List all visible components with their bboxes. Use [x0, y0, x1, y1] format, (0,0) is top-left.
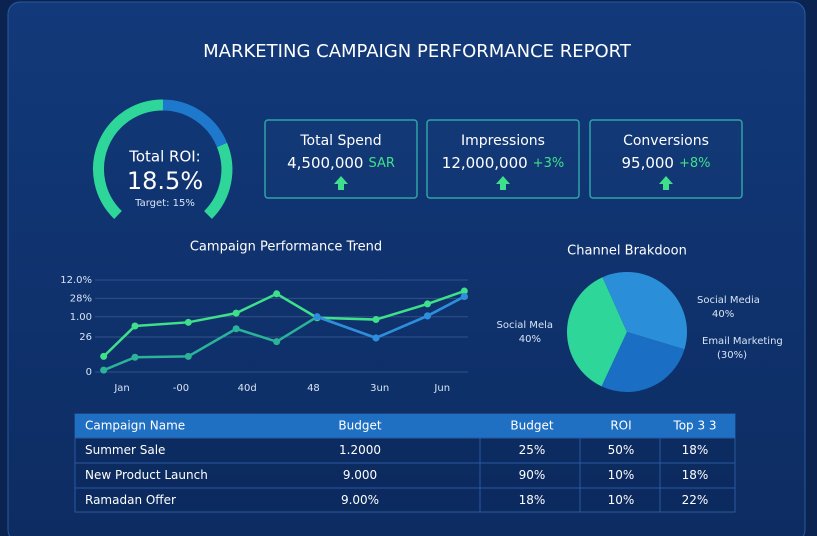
table-header: Budget — [338, 419, 381, 433]
point — [273, 290, 281, 298]
chart-title: Channel Brakdoon — [567, 244, 687, 259]
up-arrow — [496, 176, 510, 190]
kpi-number: 95,000 — [621, 154, 674, 172]
kpi-value: 4,500,000 SAR — [287, 154, 395, 172]
table-cell: 1.2000 — [339, 443, 381, 457]
title: MARKETING CAMPAIGN PERFORMANCE REPORT — [203, 41, 632, 62]
gauge-target: Target: 15% — [134, 198, 195, 209]
table-cell: 50% — [608, 443, 635, 457]
pie-label: Email Marketing — [702, 336, 783, 347]
point — [424, 300, 432, 308]
table-header: Campaign Name — [85, 419, 185, 433]
point — [372, 334, 380, 342]
table-cell: 18% — [682, 443, 709, 457]
up-arrow — [659, 176, 673, 190]
kpi-value: 12,000,000 +3% — [442, 154, 564, 172]
kpi-card — [264, 119, 418, 199]
table-cell: 18% — [682, 468, 709, 482]
kpi-card — [426, 119, 580, 199]
x-tick-label: Jun — [433, 383, 450, 394]
chart-title: Campaign Performance Trend — [190, 240, 382, 255]
kpi-card — [589, 119, 743, 199]
kpi-label: Impressions — [461, 133, 545, 149]
table-cell: 10% — [608, 468, 635, 482]
table-cell: Summer Sale — [85, 443, 165, 457]
point — [184, 352, 192, 360]
gauge-value: 18.5% — [127, 167, 203, 195]
pie-value-label: (30%) — [717, 350, 747, 361]
y-tick-label: 12.0% — [60, 275, 92, 286]
y-tick-label: 1.00 — [70, 312, 92, 323]
x-tick-label: -00 — [173, 383, 189, 394]
pie-label: Social Mela — [496, 320, 553, 331]
point — [372, 316, 380, 324]
pie-value-label: 40% — [712, 309, 734, 320]
pie-slice — [567, 277, 627, 387]
table-header: ROI — [610, 419, 631, 433]
x-tick-label: 40d — [238, 383, 257, 394]
up-arrow — [334, 176, 348, 190]
series-line — [316, 295, 465, 340]
point — [232, 309, 240, 317]
table-cell: Ramadan Offer — [85, 493, 176, 507]
pie-label: Social Media — [697, 295, 760, 306]
point — [460, 293, 468, 301]
kpi-number: 4,500,000 — [287, 154, 363, 172]
panel — [7, 1, 806, 536]
table-cell: 90% — [519, 468, 546, 482]
table-cell: New Product Launch — [85, 468, 208, 482]
gauge-arc — [203, 142, 233, 219]
gauge-label: Total ROI: — [128, 148, 201, 166]
point — [460, 287, 468, 295]
x-tick-label: Jan — [113, 383, 129, 394]
gauge-arc — [93, 99, 164, 219]
table-header-bg — [75, 414, 735, 438]
table-cell: 22% — [682, 493, 709, 507]
kpi-note: +8% — [679, 156, 711, 171]
point — [100, 366, 108, 374]
kpi-number: 12,000,000 — [442, 154, 528, 172]
table-header: Budget — [510, 419, 553, 433]
gauge-arc — [162, 99, 228, 148]
pie-value-label: 40% — [519, 334, 541, 345]
point — [100, 352, 108, 360]
kpi-note: SAR — [368, 156, 394, 171]
kpi-value: 95,000 +8% — [621, 154, 710, 172]
table-cell: 10% — [608, 493, 635, 507]
y-tick-label: 0 — [86, 367, 92, 378]
x-tick-label: 3un — [370, 383, 389, 394]
x-tick-label: 48 — [307, 383, 320, 394]
point — [184, 318, 192, 326]
point — [273, 338, 281, 346]
table-cell: 18% — [519, 493, 546, 507]
kpi-label: Conversions — [623, 133, 709, 149]
pie-slice — [602, 272, 688, 350]
table-header: Top 3 3 — [672, 419, 716, 433]
table-cell: 9.00% — [341, 493, 379, 507]
point — [131, 322, 139, 330]
point — [131, 353, 139, 361]
kpi-label: Total Spend — [299, 133, 381, 149]
kpi-note: +3% — [533, 156, 565, 171]
table-cell: 25% — [519, 443, 546, 457]
y-tick-label: 28% — [70, 293, 92, 304]
table-cell: 9.000 — [343, 468, 377, 482]
y-tick-label: 26 — [79, 332, 92, 343]
point — [232, 325, 240, 333]
pie-slice — [601, 332, 685, 393]
point — [424, 312, 432, 320]
point — [313, 313, 321, 321]
